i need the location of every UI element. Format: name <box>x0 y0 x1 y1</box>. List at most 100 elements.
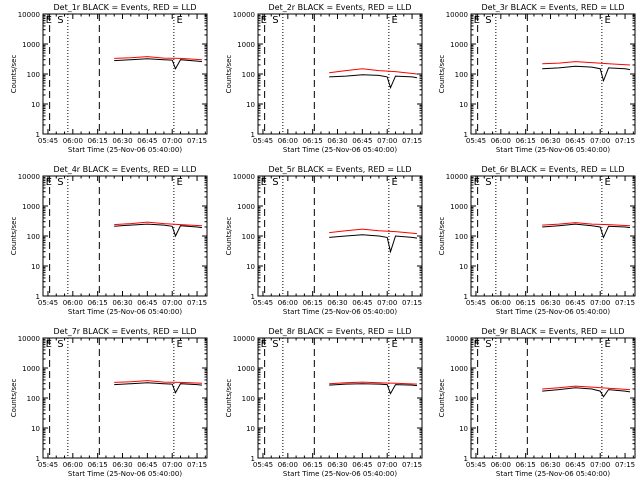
series-line-events <box>542 387 631 398</box>
x-tick-label: 06:30 <box>112 299 132 307</box>
x-tick-label: 06:15 <box>516 299 536 307</box>
x-tick-label: 07:00 <box>377 299 397 307</box>
series-line-lld <box>542 385 631 391</box>
y-axis-label: Counts/sec <box>438 379 446 418</box>
y-tick-label: 100 <box>455 233 468 241</box>
y-tick-label: 1000 <box>237 41 255 49</box>
y-tick-label: 1000 <box>22 365 40 373</box>
event-marker-s: S <box>272 339 278 350</box>
y-tick-label: 100 <box>242 395 255 403</box>
series-line-lld <box>114 56 203 61</box>
y-tick-label: 10000 <box>18 335 40 343</box>
y-tick-label: 100 <box>27 233 40 241</box>
x-tick-label: 07:00 <box>590 461 610 469</box>
x-tick-label: 06:45 <box>137 299 157 307</box>
panel-det-5: Det_5r BLACK = Events, RED = LLD 1 10 100 10… <box>225 165 423 316</box>
event-marker-e: E <box>392 177 398 188</box>
series-line-events <box>114 223 203 238</box>
x-tick-label: 06:00 <box>278 137 298 145</box>
y-tick-label: 1 <box>36 455 40 463</box>
x-tick-label: 06:15 <box>303 461 323 469</box>
y-tick-label: 10 <box>31 425 40 433</box>
x-tick-label: 06:15 <box>303 299 323 307</box>
x-tick-label: 05:45 <box>38 137 58 145</box>
y-tick-label: 10 <box>246 425 255 433</box>
x-tick-label: 05:45 <box>38 461 58 469</box>
x-tick-label: 05:45 <box>466 299 486 307</box>
event-marker-e: E <box>605 339 611 350</box>
x-axis-label: Start Time (25-Nov-06 05:40:00) <box>283 470 397 478</box>
series-line-lld <box>329 381 418 385</box>
x-tick-label: 06:45 <box>565 299 585 307</box>
y-tick-label: 10000 <box>18 11 40 19</box>
y-tick-label: 1 <box>464 131 468 139</box>
event-marker-e: E <box>392 15 398 26</box>
x-tick-label: 06:30 <box>327 137 347 145</box>
x-tick-label: 06:15 <box>88 461 108 469</box>
y-tick-label: 10 <box>246 263 255 271</box>
y-tick-label: 1000 <box>450 41 468 49</box>
x-tick-label: 07:15 <box>187 137 207 145</box>
y-tick-label: 10000 <box>18 173 40 181</box>
event-marker-e: E <box>474 339 480 350</box>
x-tick-label: 06:30 <box>112 137 132 145</box>
y-tick-label: 1 <box>464 293 468 301</box>
x-tick-label: 06:45 <box>137 461 157 469</box>
x-tick-label: 06:00 <box>278 299 298 307</box>
x-tick-label: 07:00 <box>590 137 610 145</box>
y-tick-label: 10000 <box>446 11 468 19</box>
x-tick-label: 07:15 <box>402 461 422 469</box>
series-line-lld <box>114 380 203 384</box>
event-marker-e: E <box>261 177 267 188</box>
y-tick-label: 100 <box>242 233 255 241</box>
x-tick-label: 05:45 <box>253 137 273 145</box>
y-tick-label: 100 <box>27 71 40 79</box>
series-line-lld <box>542 222 631 227</box>
series-line-lld <box>542 61 631 66</box>
event-marker-s: S <box>485 177 491 188</box>
y-tick-label: 100 <box>455 71 468 79</box>
x-tick-label: 06:45 <box>565 461 585 469</box>
x-tick-label: 07:00 <box>162 461 182 469</box>
y-axis-label: Counts/sec <box>225 217 233 256</box>
event-marker-s: S <box>485 339 491 350</box>
x-axis-label: Start Time (25-Nov-06 05:40:00) <box>496 470 610 478</box>
y-tick-label: 1000 <box>22 203 40 211</box>
panel-title: Det_8r BLACK = Events, RED = LLD <box>268 327 411 336</box>
y-tick-label: 10000 <box>446 335 468 343</box>
y-tick-label: 10000 <box>233 335 255 343</box>
x-tick-label: 05:45 <box>466 137 486 145</box>
x-tick-label: 06:00 <box>491 299 511 307</box>
event-marker-e: E <box>46 339 52 350</box>
event-marker-e: E <box>474 15 480 26</box>
panel-det-1: Det_1r BLACK = Events, RED = LLD 1 10 100 10… <box>10 3 208 154</box>
x-axis-label: Start Time (25-Nov-06 05:40:00) <box>496 146 610 154</box>
x-tick-label: 06:45 <box>565 137 585 145</box>
panel-det-3: Det_3r BLACK = Events, RED = LLD 1 10 100 10… <box>438 3 636 154</box>
x-tick-label: 05:45 <box>466 461 486 469</box>
x-tick-label: 07:00 <box>590 299 610 307</box>
y-axis-label: Counts/sec <box>10 379 18 418</box>
x-tick-label: 06:15 <box>516 137 536 145</box>
x-tick-label: 06:30 <box>327 299 347 307</box>
x-tick-label: 06:00 <box>63 299 83 307</box>
panel-det-2: Det_2r BLACK = Events, RED = LLD 1 10 100 10… <box>225 3 423 154</box>
y-axis-label: Counts/sec <box>438 217 446 256</box>
y-tick-label: 1 <box>464 455 468 463</box>
event-marker-e: E <box>261 15 267 26</box>
x-tick-label: 06:45 <box>352 461 372 469</box>
y-tick-label: 10000 <box>233 11 255 19</box>
series-line-events <box>114 58 203 70</box>
y-tick-label: 10 <box>459 101 468 109</box>
event-marker-s: S <box>57 177 63 188</box>
series-line-events <box>329 74 418 90</box>
event-marker-s: S <box>272 15 278 26</box>
x-axis-label: Start Time (25-Nov-06 05:40:00) <box>68 470 182 478</box>
y-tick-label: 10000 <box>446 173 468 181</box>
panel-det-7: Det_7r BLACK = Events, RED = LLD 1 10 100 10… <box>10 327 208 478</box>
y-tick-label: 1000 <box>450 365 468 373</box>
event-marker-e: E <box>392 339 398 350</box>
panel-det-8: Det_8r BLACK = Events, RED = LLD 1 10 100 10… <box>225 327 423 478</box>
y-tick-label: 1000 <box>237 365 255 373</box>
event-marker-s: S <box>57 15 63 26</box>
